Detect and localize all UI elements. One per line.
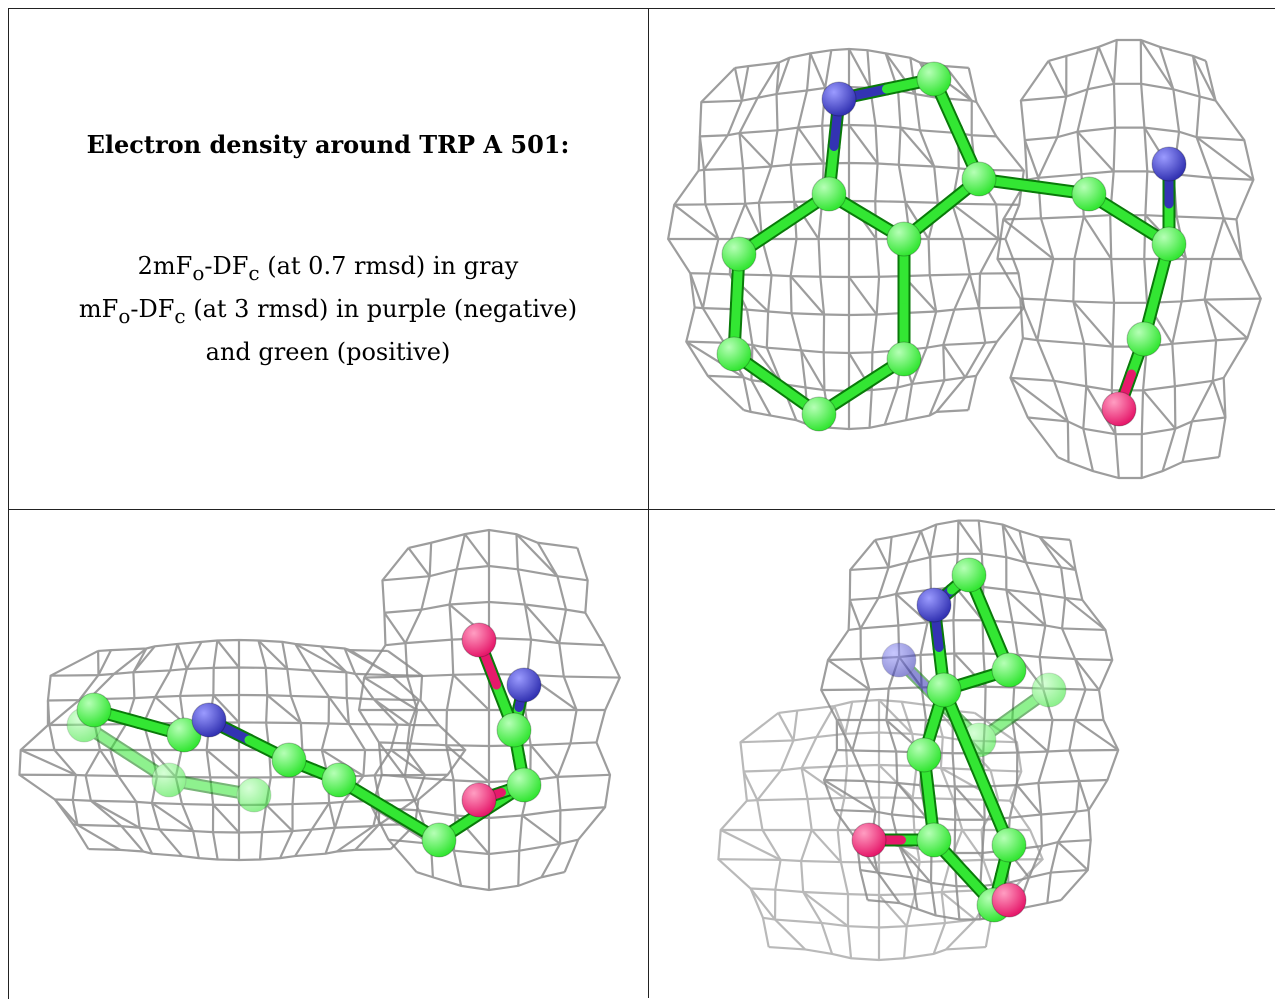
carbon-atom <box>886 221 922 257</box>
carbon-atom <box>916 822 952 858</box>
carbon-atom <box>716 336 752 372</box>
carbon-atom <box>801 396 837 432</box>
carbon-atom <box>151 762 187 798</box>
molecule-mesh-icon <box>18 528 622 892</box>
carbon-atom <box>811 176 847 212</box>
density-mesh <box>666 47 1026 431</box>
carbon-atom <box>76 692 112 728</box>
molecule-front <box>851 557 1027 923</box>
figure-table <box>8 8 1275 999</box>
carbon-atom <box>271 742 307 778</box>
table-divider-horizontal <box>8 509 1275 510</box>
oxygen-atom <box>461 622 497 658</box>
figure-title: Electron density around TRP A 501: <box>86 130 570 159</box>
carbon-atom <box>951 557 987 593</box>
legend-lines: 2mFo-DFc (at 0.7 rmsd) in gray mFo-DFc (… <box>8 248 648 370</box>
nitrogen-atom <box>821 81 857 117</box>
view-front <box>649 9 1274 509</box>
carbon-atom <box>961 161 997 197</box>
carbon-atom <box>886 341 922 377</box>
carbon-atom <box>1126 321 1162 357</box>
carbon-atom <box>721 236 757 272</box>
carbon-atom <box>916 61 952 97</box>
carbon-atom <box>321 762 357 798</box>
density-mesh <box>18 638 467 862</box>
view-end <box>649 510 1274 998</box>
carbon-atom <box>991 827 1027 863</box>
view-side <box>9 510 648 998</box>
oxygen-atom <box>851 822 887 858</box>
molecule-back <box>66 707 272 813</box>
nitrogen-atom <box>916 587 952 623</box>
carbon-atom <box>1151 226 1187 262</box>
nitrogen-atom <box>881 642 917 678</box>
carbon-atom <box>421 822 457 858</box>
carbon-atom <box>236 777 272 813</box>
nitrogen-atom <box>1151 146 1187 182</box>
density-mesh <box>357 528 622 892</box>
molecule-front <box>716 61 1187 432</box>
legend-cell: Electron density around TRP A 501: 2mFo-… <box>8 8 648 509</box>
carbon-atom <box>926 672 962 708</box>
oxygen-atom <box>461 782 497 818</box>
legend-line-3: and green (positive) <box>205 337 451 366</box>
nitrogen-atom <box>191 702 227 738</box>
carbon-atom <box>1071 176 1107 212</box>
molecule-mesh-icon <box>717 519 1120 962</box>
oxygen-atom <box>1101 391 1137 427</box>
carbon-atom <box>991 652 1027 688</box>
legend-line-2: mFo-DFc (at 3 rmsd) in purple (negative) <box>78 294 578 328</box>
carbon-atom <box>1031 672 1067 708</box>
oxygen-atom <box>991 882 1027 918</box>
carbon-atom <box>496 712 532 748</box>
carbon-atom <box>506 767 542 803</box>
table-divider-vertical <box>648 8 649 998</box>
nitrogen-atom <box>506 667 542 703</box>
legend-line-1: 2mFo-DFc (at 0.7 rmsd) in gray <box>137 252 519 285</box>
molecule-mesh-icon <box>666 38 1262 480</box>
molecule-front <box>76 622 542 858</box>
carbon-atom <box>906 737 942 773</box>
